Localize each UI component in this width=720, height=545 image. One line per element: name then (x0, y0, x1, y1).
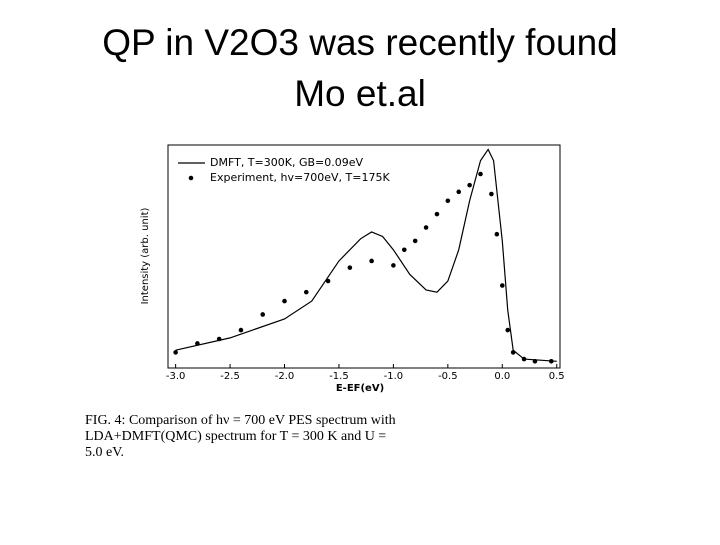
data-point (173, 350, 178, 355)
x-tick-label: -3.0 (166, 371, 186, 382)
x-axis-label: E-EF(eV) (336, 383, 384, 394)
plot-frame (167, 144, 561, 369)
legend-label: DMFT, T=300K, GB=0.09eV (210, 156, 363, 169)
data-point (423, 225, 429, 230)
slide-title: Mo et.al (294, 73, 426, 114)
data-point (412, 238, 418, 244)
data-point (445, 198, 451, 204)
data-point (369, 258, 374, 264)
x-tick-label: -1.5 (329, 371, 349, 382)
data-point (494, 231, 500, 237)
data-point (505, 327, 511, 333)
data-point (216, 336, 222, 342)
legend-label: Experiment, hv=700eV, T=175K (210, 171, 390, 184)
data-point (499, 283, 505, 288)
data-point (434, 211, 440, 217)
data-point (282, 298, 287, 304)
x-tick-label: -2.5 (220, 371, 240, 382)
data-point (195, 341, 200, 346)
x-tick-label: 0.5 (549, 371, 565, 382)
x-tick-label: -0.5 (438, 371, 458, 382)
data-point (391, 263, 396, 268)
caption-line: 5.0 eV. (85, 445, 124, 460)
data-point (548, 359, 554, 364)
slide-title: QP in V2O3 was recently found (102, 22, 618, 63)
data-point (510, 350, 516, 355)
caption-line: FIG. 4: Comparison of hν = 700 eV PES sp… (85, 413, 396, 428)
data-point (347, 265, 353, 270)
caption-line: LDA+DMFT(QMC) spectrum for T = 300 K and… (85, 429, 386, 444)
data-point (260, 312, 266, 317)
data-point (238, 327, 244, 333)
data-point (478, 171, 483, 177)
data-point (521, 356, 527, 362)
data-point (325, 278, 331, 284)
data-point (401, 247, 407, 253)
y-axis-label: Intensity (arb. unit) (140, 207, 151, 304)
x-tick-label: -1.0 (384, 371, 404, 382)
data-point (467, 182, 472, 188)
x-tick-label: -2.0 (275, 371, 295, 382)
data-point (456, 189, 462, 195)
legend-swatch (188, 175, 194, 181)
data-point (532, 359, 538, 364)
data-point (489, 191, 494, 197)
data-line (175, 148, 557, 362)
x-tick-label: 0.0 (494, 371, 510, 382)
data-point (303, 289, 309, 295)
